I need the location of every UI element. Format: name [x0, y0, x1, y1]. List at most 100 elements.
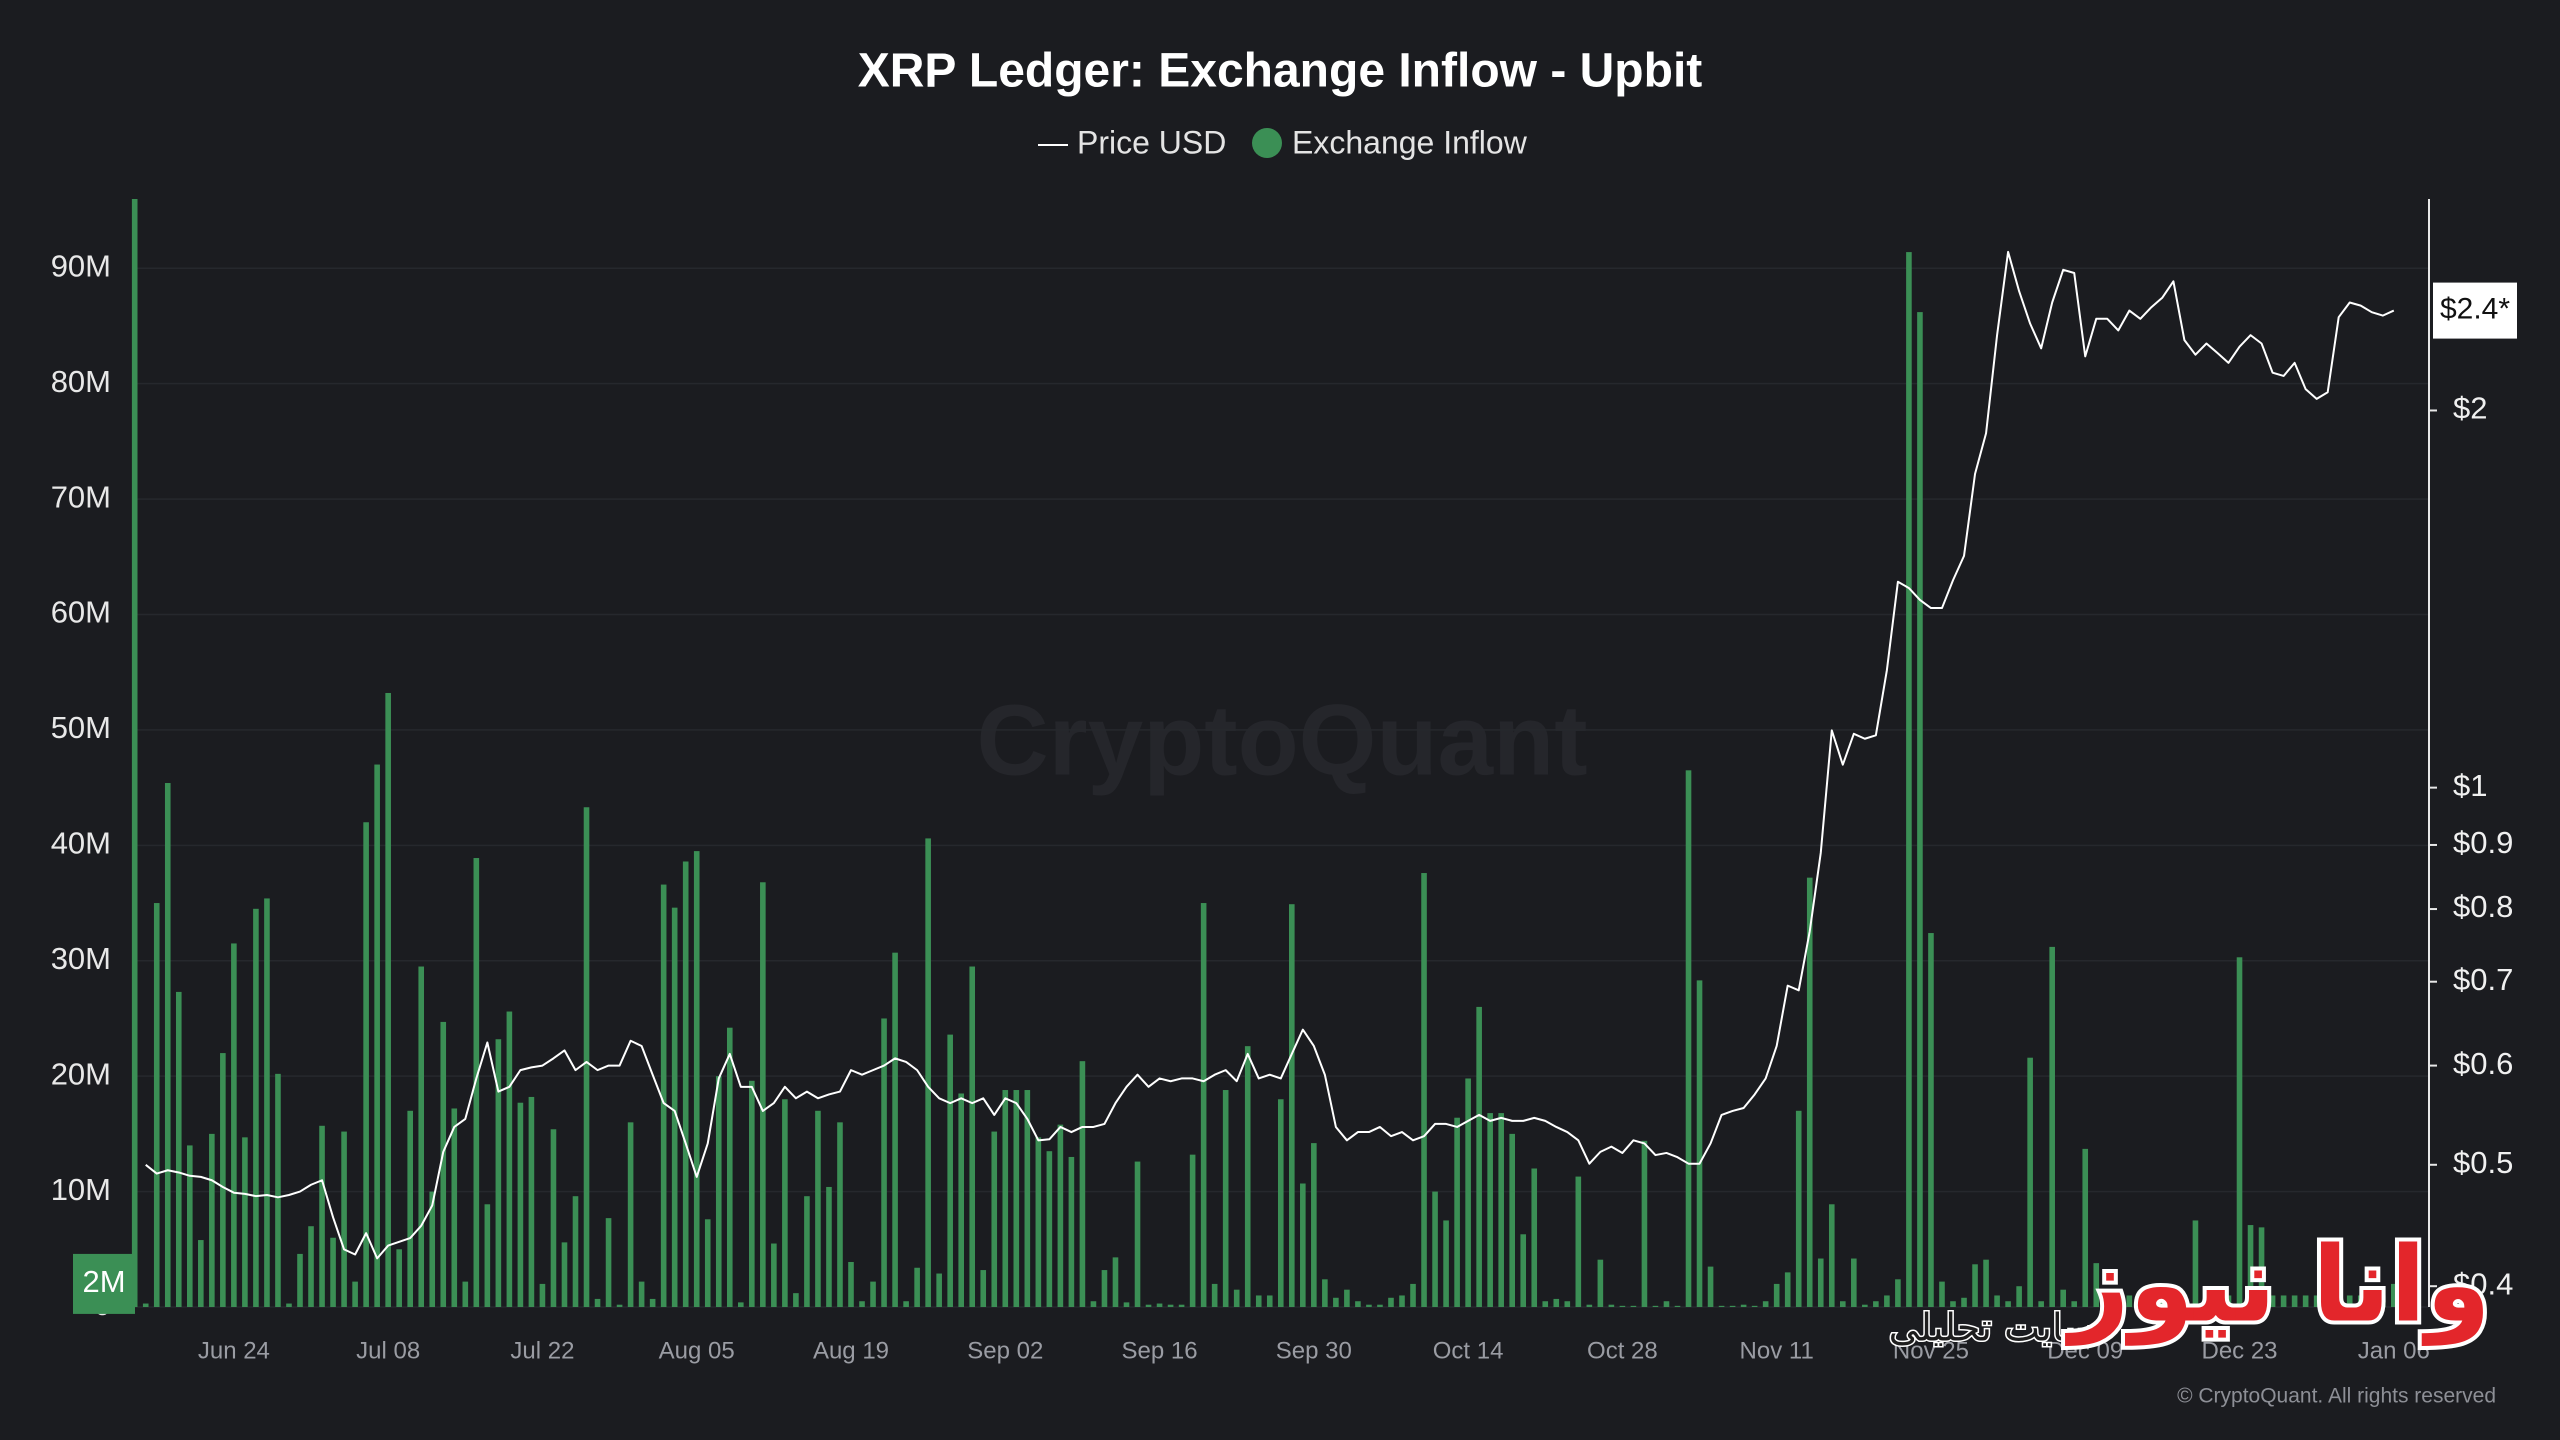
bar — [275, 1073, 281, 1307]
y-tick-label: 80M — [51, 364, 111, 399]
bar — [1509, 1133, 1515, 1307]
bar — [407, 1110, 413, 1307]
bar — [1906, 252, 1912, 1307]
bar — [583, 807, 590, 1307]
bar — [782, 1099, 788, 1307]
bar — [308, 1226, 314, 1307]
bar — [870, 1281, 876, 1307]
x-tick-label: Jul 22 — [510, 1337, 574, 1364]
overlay: سایت تحلیلی وانا نیوز — [1887, 1219, 2494, 1351]
overlay-logo: وانا نیوز — [2064, 1223, 2490, 1346]
bar — [1531, 1168, 1538, 1307]
bar — [374, 764, 380, 1307]
last-value-box — [73, 1253, 135, 1314]
x-tick-label: Sep 16 — [1122, 1337, 1198, 1364]
bar — [363, 822, 369, 1307]
bar — [2181, 1295, 2188, 1307]
bar — [2137, 1295, 2144, 1307]
bar — [2313, 1295, 2320, 1307]
bar — [2379, 1295, 2386, 1307]
bar — [2214, 1295, 2221, 1307]
bar — [1873, 1301, 1879, 1307]
x-tick-label: Aug 05 — [659, 1337, 735, 1364]
x-tick-label: Jan 06 — [2358, 1337, 2430, 1364]
copyright: © CryptoQuant. All rights reserved — [2177, 1385, 2496, 1408]
bar — [2148, 1295, 2155, 1307]
overlay-tagline: سایت تحلیلی — [1889, 1306, 2096, 1350]
bar — [264, 898, 270, 1307]
bar — [1553, 1298, 1560, 1307]
bar — [1432, 1191, 1438, 1307]
bar — [209, 1133, 215, 1307]
bar — [352, 1281, 358, 1307]
last-value-label: 2M — [82, 1264, 125, 1299]
bar — [1024, 1090, 1031, 1307]
bar — [1939, 1281, 1945, 1307]
bar — [1520, 1234, 1527, 1307]
bar — [1421, 873, 1427, 1307]
bar — [2115, 1295, 2122, 1307]
bar — [396, 1249, 402, 1307]
bar — [2357, 1295, 2364, 1307]
chart-title: XRP Ledger: Exchange Inflow - Upbit — [858, 45, 1703, 98]
bar — [936, 1273, 942, 1307]
watermark: CryptoQuant — [976, 684, 1587, 796]
bar — [2170, 1295, 2177, 1307]
bar — [1233, 1289, 1240, 1307]
bar — [2346, 1295, 2353, 1307]
price-line — [145, 250, 2395, 1260]
x-tick-label: Nov 25 — [1893, 1337, 1969, 1364]
bar — [231, 943, 237, 1307]
bar — [2016, 1286, 2022, 1307]
bar — [1751, 1305, 1758, 1307]
bar — [2071, 1301, 2078, 1307]
bar — [638, 1281, 645, 1307]
bar — [319, 1125, 325, 1307]
bar — [991, 1131, 998, 1307]
bar — [594, 1298, 601, 1307]
bar — [2368, 1295, 2375, 1307]
bar — [1641, 1140, 1648, 1307]
bar — [1784, 1272, 1791, 1307]
bar — [738, 1302, 744, 1307]
bar — [1200, 903, 1207, 1307]
last-price-box — [2433, 282, 2517, 339]
bar — [715, 1076, 722, 1307]
bar — [2258, 1227, 2265, 1307]
x-tick-label: Dec 09 — [2047, 1337, 2123, 1364]
bar — [1090, 1301, 1097, 1307]
bar — [440, 1021, 447, 1307]
x-tick-label: Oct 28 — [1587, 1337, 1658, 1364]
bar — [1983, 1259, 1989, 1307]
bar — [1597, 1259, 1604, 1307]
bar — [2060, 1289, 2066, 1307]
bar — [616, 1304, 623, 1307]
bars — [131, 199, 2397, 1307]
bar — [418, 966, 425, 1307]
bar — [2236, 957, 2243, 1307]
y2-tick-label: $0.4 — [2453, 1266, 2513, 1301]
bar — [1002, 1090, 1009, 1307]
y2-tick-label: $0.7 — [2453, 962, 2513, 997]
x-tick-label: Sep 02 — [967, 1337, 1043, 1364]
bar — [771, 1243, 777, 1307]
legend-label: Exchange Inflow — [1292, 124, 1528, 160]
x-tick-label: Oct 14 — [1433, 1337, 1504, 1364]
y2-tick-label: $0.8 — [2453, 889, 2513, 924]
bar — [1729, 1305, 1736, 1307]
y-tick-label: 40M — [51, 826, 111, 861]
y2-tick-label: $1 — [2453, 768, 2487, 803]
bar — [1377, 1304, 1383, 1307]
legend: Price USD Exchange Inflow — [1038, 124, 1528, 160]
bar — [969, 966, 976, 1307]
bar — [1013, 1090, 1020, 1307]
bar — [330, 1237, 336, 1307]
bar — [429, 1191, 436, 1307]
bar — [1542, 1301, 1549, 1307]
y2-tick-label: $0.9 — [2453, 825, 2513, 860]
bar — [1928, 933, 1934, 1307]
bar — [2027, 1057, 2033, 1307]
bar — [726, 1027, 733, 1307]
y-tick-label: 70M — [51, 479, 111, 514]
bar — [2324, 1295, 2331, 1307]
